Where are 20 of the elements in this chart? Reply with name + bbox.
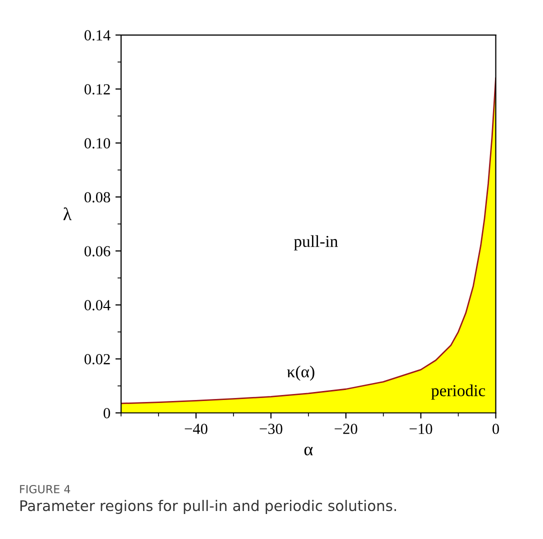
x-tick-label: 0 xyxy=(492,424,499,434)
y-axis-title: λ xyxy=(63,207,72,220)
x-tick-label: −10 xyxy=(410,424,432,434)
annotation: periodic xyxy=(431,384,486,400)
y-tick-label: 0.04 xyxy=(84,300,110,310)
y-tick-label: 0 xyxy=(104,408,110,418)
text: Parameter regions for pull-in and periodic solutions. xyxy=(20,500,396,514)
y-tick-label: 0.08 xyxy=(84,192,110,202)
x-tick-label: −40 xyxy=(184,424,208,434)
y-tick-label: 0.14 xyxy=(84,30,110,41)
x-tick-label: −20 xyxy=(334,424,358,434)
y-tick-label: 0.10 xyxy=(84,138,110,149)
caption: FIGURE 4 xyxy=(20,484,70,494)
x-axis-title: α xyxy=(304,446,313,456)
annotation: pull-in xyxy=(294,235,338,250)
y-tick-label: 0.06 xyxy=(84,246,110,256)
x-tick-label: −30 xyxy=(260,424,282,434)
y-tick-label: 0.02 xyxy=(84,354,110,364)
y-tick-label: 0.12 xyxy=(84,84,110,95)
annotation: κ(α) xyxy=(287,366,314,381)
